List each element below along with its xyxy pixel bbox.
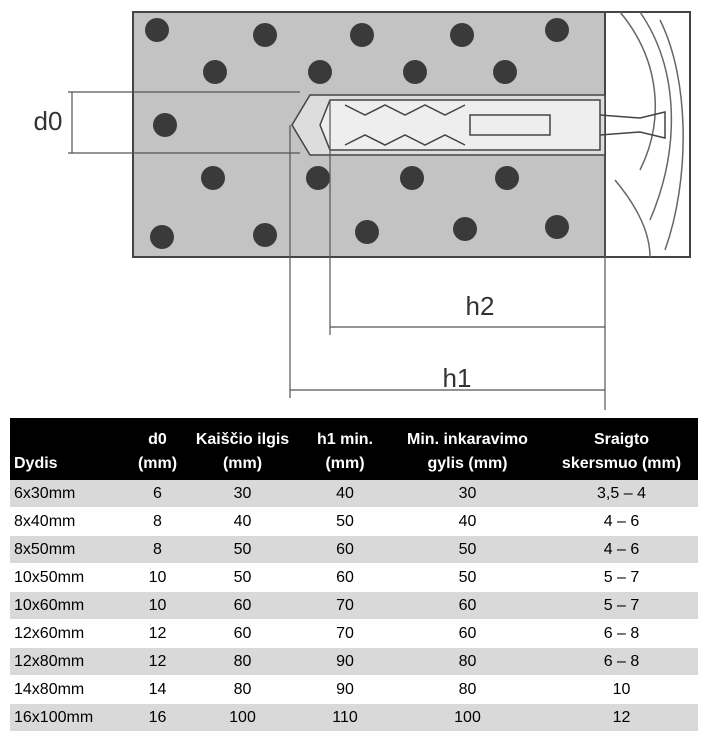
table-cell: 12 (545, 703, 698, 732)
header-row: Dydis d0 (mm) Kaiščio ilgis (mm) h1 min. (mm) M… (10, 418, 698, 480)
table-cell: 8 (130, 535, 185, 564)
table-cell: 12x60mm (10, 619, 130, 648)
table-cell: 10 (545, 675, 698, 704)
d0-label: d0 (34, 106, 63, 136)
table-cell: 80 (390, 647, 545, 676)
header-cell: Sraigto skersmuo (mm) (545, 418, 698, 480)
table-cell: 10 (130, 563, 185, 592)
table-cell: 4 – 6 (545, 507, 698, 536)
table-cell: 3,5 – 4 (545, 480, 698, 508)
table-cell: 110 (300, 703, 390, 732)
table-row: 8x40mm 8 40 50 40 4 – 6 (10, 507, 698, 536)
table-cell: 12x80mm (10, 647, 130, 676)
table-cell: 90 (300, 675, 390, 704)
header-line: gylis (mm) (427, 455, 508, 472)
table-cell: 6x30mm (10, 480, 130, 508)
anchor-diagram: d0 h2 h1 (34, 11, 691, 410)
table-cell: 12 (130, 619, 185, 648)
table-row: 8x50mm 8 50 60 50 4 – 6 (10, 535, 698, 564)
table-cell: 80 (185, 647, 300, 676)
table-cell: 80 (185, 675, 300, 704)
table-cell: 60 (390, 619, 545, 648)
table-cell: 16x100mm (10, 703, 130, 732)
header-cell: Kaiščio ilgis (mm) (185, 418, 300, 480)
table-cell: 60 (185, 591, 300, 620)
table-cell: 6 (130, 480, 185, 508)
table-cell: 100 (390, 703, 545, 732)
header-line: Sraigto (593, 431, 650, 448)
table-cell: 16 (130, 703, 185, 732)
header-line: Dydis (14, 455, 58, 472)
header-cell: Dydis (10, 418, 130, 480)
table-row: 6x30mm 6 30 40 30 3,5 – 4 (10, 480, 698, 508)
table-cell: 10x50mm (10, 563, 130, 592)
table-row: 12x60mm 12 60 70 60 6 – 8 (10, 619, 698, 648)
table-cell: 6 – 8 (545, 619, 698, 648)
table-cell: 14x80mm (10, 675, 130, 704)
table-cell: 50 (185, 535, 300, 564)
header-line: (mm) (222, 455, 263, 472)
table-row: 16x100mm 16 100 110 100 12 (10, 703, 698, 732)
table-row: 10x60mm 10 60 70 60 5 – 7 (10, 591, 698, 620)
table-cell: 60 (300, 535, 390, 564)
header-cell: Min. inkaravimo gylis (mm) (390, 418, 545, 480)
table-cell: 40 (300, 480, 390, 508)
header-line: Kaiščio ilgis (195, 431, 290, 448)
table-cell: 50 (390, 563, 545, 592)
table-cell: 50 (300, 507, 390, 536)
table-cell: 5 – 7 (545, 563, 698, 592)
size-table: Dydis d0 (mm) Kaiščio ilgis (mm) h1 min. (mm) M… (10, 418, 698, 732)
table-cell: 90 (300, 647, 390, 676)
table-cell: 80 (390, 675, 545, 704)
header-line: h1 min. (316, 431, 373, 448)
header-line: d0 (148, 431, 167, 448)
table-cell: 4 – 6 (545, 535, 698, 564)
table-cell: 60 (390, 591, 545, 620)
table-cell: 70 (300, 591, 390, 620)
table-cell: 6 – 8 (545, 647, 698, 676)
header-cell: d0 (mm) (130, 418, 185, 480)
table-cell: 100 (185, 703, 300, 732)
table-cell: 12 (130, 647, 185, 676)
table-row: 10x50mm 10 50 60 50 5 – 7 (10, 563, 698, 592)
header-line: Min. inkaravimo (407, 431, 528, 448)
table-cell: 60 (300, 563, 390, 592)
header-line: (mm) (325, 455, 365, 472)
table-cell: 50 (390, 535, 545, 564)
table-cell: 50 (185, 563, 300, 592)
table-cell: 30 (185, 480, 300, 508)
header-cell: h1 min. (mm) (300, 418, 390, 480)
table-cell: 60 (185, 619, 300, 648)
table-cell: 8 (130, 507, 185, 536)
h2-label: h2 (466, 291, 495, 321)
table-cell: 70 (300, 619, 390, 648)
table-row: 12x80mm 12 80 90 80 6 – 8 (10, 647, 698, 676)
table-cell: 8x50mm (10, 535, 130, 564)
table-cell: 8x40mm (10, 507, 130, 536)
table-cell: 10 (130, 591, 185, 620)
table-cell: 30 (390, 480, 545, 508)
header-line: (mm) (137, 455, 178, 472)
table-cell: 14 (130, 675, 185, 704)
h1-label: h1 (443, 363, 472, 393)
table-cell: 5 – 7 (545, 591, 698, 620)
table-row: 14x80mm 14 80 90 80 10 (10, 675, 698, 704)
table-body: 6x30mm 6 30 40 30 3,5 – 4 8x40mm 8 40 50 40 4 – 6 8x… (10, 480, 698, 732)
header-line: skersmuo (mm) (561, 455, 682, 472)
table-cell: 40 (185, 507, 300, 536)
table-cell: 10x60mm (10, 591, 130, 620)
table-cell: 40 (390, 507, 545, 536)
